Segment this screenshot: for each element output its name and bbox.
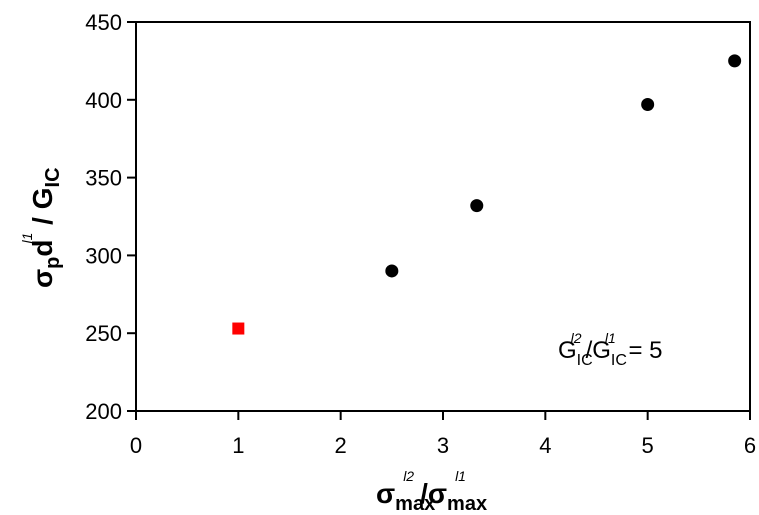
y-tick-label: 450 [85, 10, 122, 35]
data-point-circle [470, 199, 484, 213]
data-point-circle [728, 54, 742, 68]
x-title-sigma1: σ [376, 478, 395, 509]
x-axis-ticks: 0 1 2 3 4 5 6 [130, 411, 756, 458]
annot-slash: / [586, 337, 593, 364]
data-points [232, 54, 742, 335]
x-tick-label: 3 [437, 433, 449, 458]
annot-g1-sub: IC [577, 352, 593, 369]
y-tick-label: 400 [85, 88, 122, 113]
x-title-sigma2: σ [428, 478, 447, 509]
y-title-sub-ic: IC [42, 167, 64, 187]
x-title-sup2: l1 [455, 468, 466, 484]
y-title-sub-p: p [42, 257, 64, 269]
y-tick-label: 300 [85, 243, 122, 268]
x-tick-label: 4 [539, 433, 551, 458]
y-axis-title: σpdl1 / GIC [19, 167, 64, 288]
x-title-sub2: max [447, 493, 487, 515]
annot-g1-sup: l2 [571, 330, 582, 346]
x-tick-label: 2 [335, 433, 347, 458]
y-title-g: G [27, 187, 58, 209]
y-title-slash: / [27, 209, 58, 232]
annot-g2: G [592, 337, 611, 364]
y-title-d: d [27, 240, 58, 257]
x-axis-title: σmaxl2/σmaxl1 [376, 468, 487, 515]
x-title-slash: / [420, 478, 428, 509]
y-tick-label: 200 [85, 399, 122, 424]
x-tick-label: 6 [744, 433, 756, 458]
x-tick-label: 5 [642, 433, 654, 458]
y-tick-label: 250 [85, 321, 122, 346]
annot-value: = 5 [622, 337, 663, 364]
x-title-sub1: max [395, 493, 435, 515]
y-axis-ticks: 200 250 300 350 400 450 [85, 10, 136, 424]
annot-g2-sub: IC [611, 352, 627, 369]
y-title-sup: l1 [19, 233, 35, 244]
data-point-circle [385, 264, 399, 278]
data-point-square [232, 322, 245, 335]
y-tick-label: 350 [85, 166, 122, 191]
data-point-circle [641, 97, 655, 111]
x-title-sup1: l2 [403, 468, 414, 484]
x-tick-label: 0 [130, 433, 142, 458]
annot-g2-sup: l1 [605, 330, 616, 346]
y-title-sigma: σ [27, 269, 58, 288]
ratio-annotation: GICl2/GICl1 = 5 [558, 330, 663, 369]
annot-g1: G [558, 337, 577, 364]
x-tick-label: 1 [232, 433, 244, 458]
